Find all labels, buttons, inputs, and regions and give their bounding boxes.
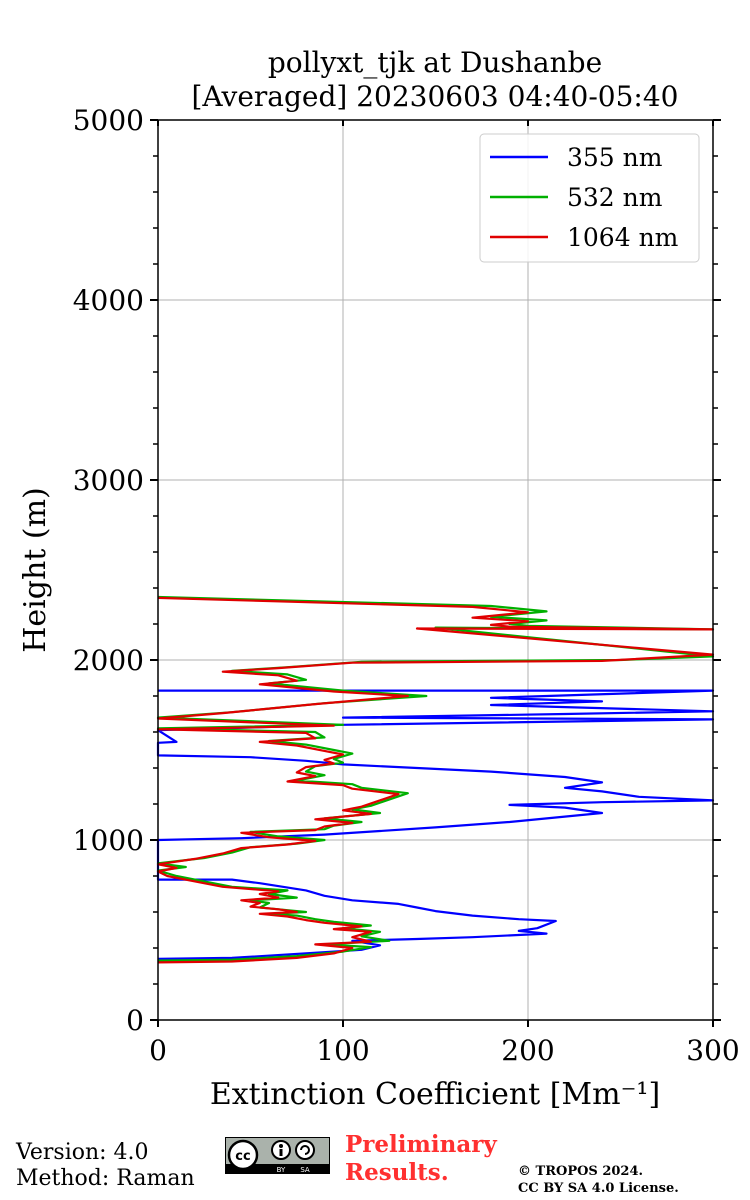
plot-frame (157, 119, 714, 1021)
x-axis-label: Extinction Coefficient [Mm⁻¹] (210, 1077, 660, 1112)
x-tick-label: 200 (501, 1034, 554, 1067)
x-tick-label: 100 (316, 1034, 369, 1067)
copyright-text: © TROPOS 2024. (518, 1164, 644, 1179)
y-tick-label: 0 (126, 1004, 144, 1037)
cc-by-sa-icon: cc BY SA (225, 1137, 330, 1174)
preliminary-text: Preliminary (345, 1131, 497, 1158)
legend-label: 532 nm (567, 183, 663, 212)
extinction-chart: pollyxt_tjk at Dushanbe [Averaged] 20230… (18, 46, 740, 1112)
series-layer (156, 595, 715, 964)
y-tick-label: 3000 (73, 464, 144, 497)
svg-text:BY: BY (277, 1166, 286, 1174)
method-text: Method: Raman (16, 1166, 195, 1191)
legend-label: 355 nm (567, 143, 663, 172)
y-axis-label: Height (m) (18, 487, 53, 652)
y-tick-label: 4000 (73, 284, 144, 317)
legend-entries: 355 nm 532 nm 1064 nm (490, 143, 679, 252)
legend-label: 1064 nm (567, 223, 679, 252)
svg-text:SA: SA (300, 1166, 310, 1174)
results-text: Results. (345, 1159, 449, 1186)
svg-text:cc: cc (235, 1149, 250, 1164)
y-tick-label: 5000 (73, 104, 144, 137)
license-text: CC BY SA 4.0 License. (518, 1181, 679, 1196)
legend: 355 nm 532 nm 1064 nm (479, 133, 700, 263)
x-tick-label: 0 (149, 1034, 167, 1067)
y-tick-label: 1000 (73, 824, 144, 857)
legend-box (479, 133, 700, 263)
y-tick-label: 2000 (73, 644, 144, 677)
x-tick-label: 300 (686, 1034, 739, 1067)
version-text: Version: 4.0 (16, 1140, 149, 1165)
series-line-532-nm (156, 595, 715, 962)
chart-title-line1: pollyxt_tjk at Dushanbe (268, 46, 602, 79)
series-line-1064-nm (156, 596, 715, 964)
chart-title-line2: [Averaged] 20230603 04:40-05:40 (192, 80, 679, 113)
